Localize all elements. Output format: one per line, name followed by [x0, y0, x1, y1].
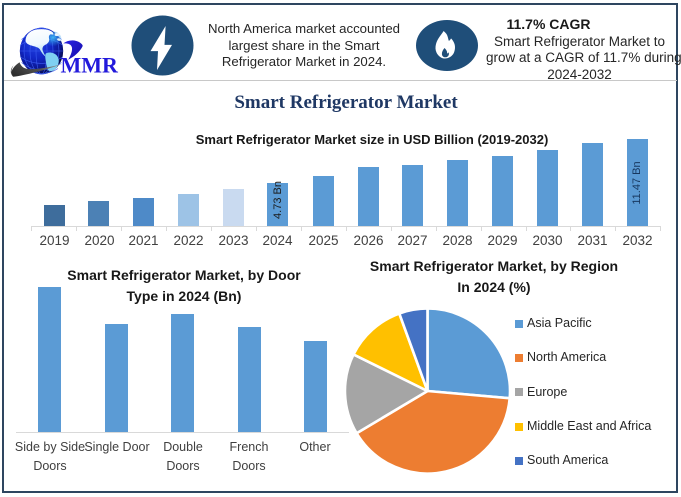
svg-text:MMR: MMR: [61, 53, 120, 78]
